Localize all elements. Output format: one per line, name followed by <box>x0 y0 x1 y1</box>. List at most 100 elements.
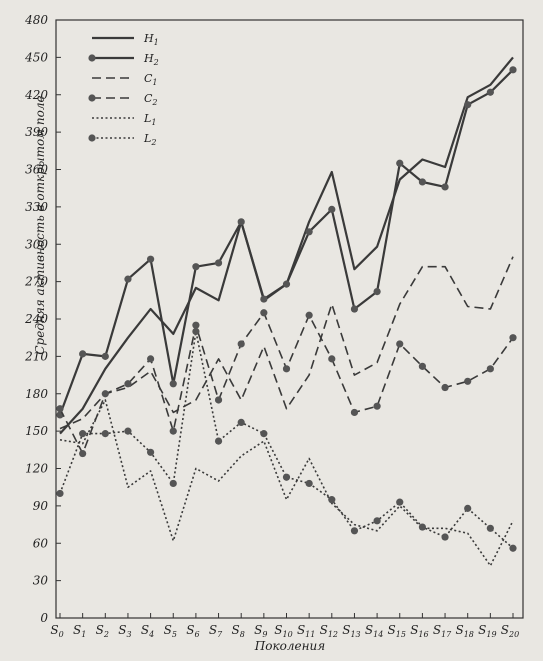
legend: H1 H2 C1 C2 L1 L2 <box>88 32 159 147</box>
data-point-h2 <box>441 183 449 191</box>
data-point-c2 <box>192 321 200 329</box>
legend-label-c1: C1 <box>144 72 158 87</box>
y-tick-label: 120 <box>25 462 48 476</box>
x-tick-label: S11 <box>297 623 315 639</box>
data-point-c2 <box>509 334 517 342</box>
x-tick-label: S6 <box>186 623 199 639</box>
data-point-l2 <box>192 327 200 336</box>
legend-label-l1: L1 <box>143 112 156 127</box>
data-point-l2 <box>101 430 109 438</box>
data-point-l2 <box>124 427 132 435</box>
x-tick-label: S2 <box>96 623 109 639</box>
y-tick-label: 210 <box>24 349 48 363</box>
data-point-l2 <box>79 430 87 438</box>
x-tick-label: S4 <box>141 623 154 639</box>
series-c2 <box>56 309 517 458</box>
legend-marker-h2 <box>88 54 96 62</box>
data-point-l2 <box>486 524 494 532</box>
x-tick-label: S18 <box>455 623 473 639</box>
data-point-h2 <box>328 205 336 213</box>
x-tick-label: S10 <box>274 623 292 639</box>
data-point-h2 <box>79 350 87 358</box>
data-point-c2 <box>464 377 472 385</box>
legend-marker-c2 <box>88 94 96 102</box>
y-tick-label: 240 <box>24 312 48 326</box>
data-point-l2 <box>282 473 291 481</box>
x-tick-label: S19 <box>478 623 496 639</box>
series-line-c1 <box>59 256 514 430</box>
y-tick-label: 90 <box>33 499 49 513</box>
data-point-c2 <box>396 340 404 348</box>
data-point-h2 <box>147 255 155 263</box>
data-point-l2 <box>214 437 223 445</box>
data-point-l2 <box>509 544 517 552</box>
x-tick-label: S16 <box>410 623 428 639</box>
data-point-h2 <box>260 295 268 303</box>
data-point-c2 <box>101 390 109 398</box>
series-h2 <box>56 66 517 419</box>
data-point-c2 <box>260 309 268 317</box>
data-point-h2 <box>192 263 200 271</box>
x-tick-label: S14 <box>365 623 383 639</box>
y-tick-label: 60 <box>33 536 49 550</box>
y-tick-label: 480 <box>24 13 48 27</box>
data-point-h2 <box>373 287 381 296</box>
legend-label-l2: L2 <box>143 132 156 147</box>
y-tick-label: 330 <box>25 200 48 214</box>
y-tick-label: 360 <box>25 163 48 177</box>
data-point-c2 <box>56 405 64 413</box>
x-tick-label: S15 <box>388 623 406 639</box>
data-point-h2 <box>101 352 109 360</box>
x-tick-label: S0 <box>50 623 63 639</box>
data-point-l2 <box>305 479 313 488</box>
series-line-l1 <box>59 399 514 567</box>
data-point-h2 <box>418 178 426 186</box>
data-point-l2 <box>147 448 155 456</box>
data-point-h2 <box>169 380 177 388</box>
y-tick-label: 420 <box>24 88 48 102</box>
x-tick-label: S12 <box>320 623 338 639</box>
x-axis: S0 S1 S2 S3 S4 S5 S6 S7 S8 S9 S10 S11 S12 S13 S14 S15 S1… <box>50 613 519 639</box>
y-tick-label: 150 <box>25 424 48 438</box>
data-point-h2 <box>486 88 494 96</box>
data-point-l2 <box>56 489 64 498</box>
data-point-l2 <box>350 527 359 535</box>
data-point-c2 <box>418 362 426 370</box>
x-tick-label: S9 <box>254 623 267 639</box>
data-point-c2 <box>441 383 449 392</box>
data-point-c2 <box>147 355 155 363</box>
data-point-h2 <box>464 101 472 109</box>
data-point-c2 <box>350 408 359 417</box>
data-point-c2 <box>305 311 313 319</box>
series-l2 <box>56 327 517 552</box>
series-c1 <box>59 256 514 430</box>
y-axis-title: Средняя активность в открытом поле <box>33 95 47 354</box>
legend-label-c2: C2 <box>144 92 158 107</box>
y-tick-label: 450 <box>24 50 48 64</box>
x-tick-label: S17 <box>433 623 452 639</box>
data-point-c2 <box>237 340 245 348</box>
data-point-h2 <box>214 259 223 267</box>
data-point-h2 <box>282 280 291 288</box>
data-point-l2 <box>464 504 472 512</box>
x-tick-label: S20 <box>501 623 519 639</box>
series-layer <box>56 56 517 567</box>
data-point-h2 <box>509 66 517 74</box>
data-point-l2 <box>396 498 404 506</box>
y-axis: 0 30 60 90 120 150 180 210 240 270 300 330 360 390 420… <box>24 13 61 625</box>
data-point-c2 <box>328 355 336 363</box>
data-point-l2 <box>418 523 426 531</box>
data-point-l2 <box>260 430 268 438</box>
legend-marker-l2 <box>88 134 96 142</box>
x-axis-title: Поколения <box>254 639 325 653</box>
data-point-h2 <box>237 218 245 226</box>
data-point-c2 <box>282 365 291 373</box>
data-point-c2 <box>169 427 177 435</box>
y-tick-label: 300 <box>25 237 48 251</box>
data-point-h2 <box>396 159 404 167</box>
data-point-c2 <box>79 449 87 458</box>
data-point-h2 <box>305 228 313 236</box>
